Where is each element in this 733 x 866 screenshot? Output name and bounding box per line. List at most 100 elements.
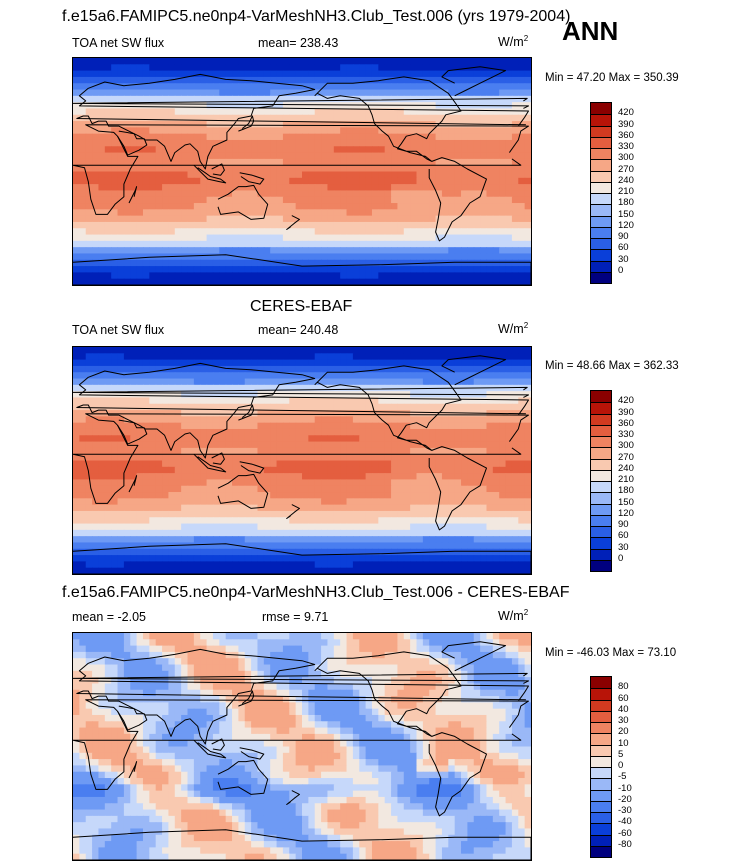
heatmap-cell <box>212 391 220 399</box>
heatmap-cell <box>200 447 208 455</box>
heatmap-cell <box>123 89 131 97</box>
heatmap-cell <box>238 435 246 443</box>
heatmap-cell <box>117 215 125 223</box>
heatmap-cell <box>117 133 125 141</box>
heatmap-cell <box>416 247 424 255</box>
heatmap-cell <box>232 139 239 147</box>
heatmap-cell <box>441 221 449 229</box>
heatmap-cell <box>85 498 93 506</box>
heatmap-cell <box>244 353 252 361</box>
heatmap-cell <box>422 70 430 78</box>
heatmap-cell <box>111 353 119 361</box>
heatmap-cell <box>371 466 379 474</box>
heatmap-cell <box>346 171 354 179</box>
heatmap-cell <box>270 529 278 537</box>
heatmap-cell <box>263 70 271 78</box>
heatmap-cell <box>378 253 386 261</box>
heatmap-cell <box>282 102 290 110</box>
heatmap-cell <box>461 158 468 166</box>
heatmap-cell <box>403 485 411 493</box>
heatmap-cell <box>327 221 335 229</box>
heatmap-cell <box>308 359 316 367</box>
heatmap-cell <box>371 114 379 122</box>
heatmap-cell <box>219 422 227 430</box>
heatmap-cell <box>79 492 87 499</box>
heatmap-cell <box>73 133 80 141</box>
heatmap-cell <box>384 416 392 424</box>
heatmap-cell <box>168 102 176 110</box>
heatmap-cell <box>422 473 430 481</box>
heatmap-cell <box>365 498 373 506</box>
heatmap-cell <box>162 410 170 417</box>
heatmap-cell <box>302 234 309 242</box>
heatmap-cell <box>155 234 163 242</box>
heatmap-cell <box>518 485 526 493</box>
heatmap-cell <box>276 234 284 242</box>
heatmap-cell <box>340 447 348 455</box>
heatmap-cell <box>333 228 341 236</box>
heatmap-cell <box>378 466 386 474</box>
heatmap-cell <box>473 234 481 242</box>
heatmap-cell <box>117 479 125 487</box>
heatmap-cell <box>499 58 507 65</box>
heatmap-cell <box>174 221 182 229</box>
heatmap-cell <box>174 347 182 354</box>
heatmap-cell <box>276 391 284 399</box>
heatmap-cell <box>302 460 309 468</box>
heatmap-cell <box>416 517 424 525</box>
heatmap-cell <box>168 95 176 103</box>
heatmap-cell <box>289 177 297 185</box>
heatmap-cell <box>73 548 80 556</box>
heatmap-cell <box>486 158 494 166</box>
heatmap-cell <box>340 203 348 210</box>
heatmap-cell <box>295 127 303 135</box>
heatmap-cell <box>499 542 507 550</box>
heatmap-cell <box>384 240 392 248</box>
heatmap-cell <box>441 435 449 443</box>
heatmap-cell <box>429 209 437 217</box>
heatmap-cell <box>327 95 335 103</box>
heatmap-cell <box>505 529 513 537</box>
heatmap-cell <box>454 466 462 474</box>
heatmap-cell <box>181 416 189 424</box>
heatmap-cell <box>435 517 443 525</box>
heatmap-cell <box>244 454 252 462</box>
heatmap-cell <box>251 466 259 474</box>
heatmap-cell <box>251 121 259 128</box>
heatmap-cell <box>403 121 411 128</box>
heatmap-cell <box>219 542 227 550</box>
heatmap-cell <box>435 492 443 499</box>
heatmap-cell <box>238 485 246 493</box>
heatmap-cell <box>340 70 348 78</box>
heatmap-cell <box>473 359 481 367</box>
heatmap-cell <box>499 259 507 267</box>
heatmap-cell <box>155 278 163 285</box>
heatmap-cell <box>441 498 449 506</box>
heatmap-cell <box>435 504 443 512</box>
heatmap-cell <box>524 492 531 499</box>
heatmap-cell <box>232 83 239 91</box>
heatmap-cell <box>511 247 519 255</box>
heatmap-cell <box>295 473 303 481</box>
heatmap-cell <box>130 372 138 380</box>
heatmap-cell <box>416 196 424 204</box>
heatmap-cell <box>79 548 87 556</box>
heatmap-cell <box>524 347 531 354</box>
heatmap-cell <box>263 504 271 512</box>
heatmap-cell <box>276 372 284 380</box>
heatmap-cell <box>104 372 112 380</box>
heatmap-cell <box>289 76 297 84</box>
heatmap-cell <box>492 228 500 236</box>
heatmap-cell <box>251 272 259 280</box>
heatmap-cell <box>346 454 354 462</box>
heatmap-cell <box>85 152 93 160</box>
heatmap-cell <box>352 184 360 192</box>
heatmap-cell <box>429 253 437 261</box>
heatmap-cell <box>98 247 106 255</box>
heatmap-cell <box>123 196 131 204</box>
heatmap-cell <box>473 266 481 273</box>
heatmap-cell <box>486 435 494 443</box>
heatmap-cell <box>473 190 481 198</box>
heatmap-cell <box>238 89 246 97</box>
heatmap-cell <box>346 221 354 229</box>
